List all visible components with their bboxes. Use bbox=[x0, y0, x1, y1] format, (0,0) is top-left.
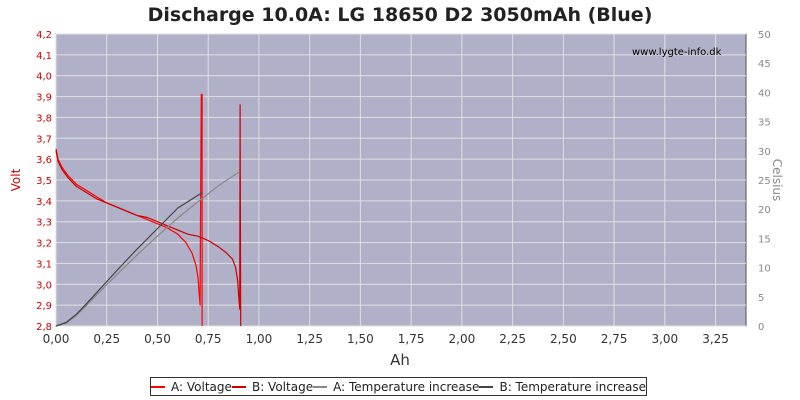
series-a-voltage bbox=[55, 93, 203, 326]
y-tick-label-right: 0 bbox=[758, 322, 764, 333]
chart-title: Discharge 10.0A: LG 18650 D2 3050mAh (Bl… bbox=[147, 4, 653, 26]
y-tick-label-right: 5 bbox=[758, 293, 764, 304]
series-lines bbox=[55, 93, 242, 327]
series-a-temperature bbox=[55, 171, 239, 327]
grid-lines bbox=[55, 33, 746, 327]
legend-label-a-voltage: A: Voltage bbox=[171, 379, 232, 394]
y-ticks-left: 2,8 2,9 3,0 3,1 3,2 3,3 3,4 3,5 3,6 3,7 3,8 3,9 4,0 4… bbox=[36, 30, 52, 333]
y-tick-label-left: 3,1 bbox=[36, 259, 52, 270]
x-tick-label: 0,25 bbox=[93, 332, 120, 346]
x-tick-label: 2,25 bbox=[499, 332, 526, 346]
x-tick-label: 1,75 bbox=[398, 332, 425, 346]
y-tick-label-right: 50 bbox=[758, 30, 771, 41]
legend-label-b-voltage: B: Voltage bbox=[251, 379, 314, 394]
y-tick-label-right: 45 bbox=[758, 59, 771, 70]
y-tick-label-left: 3,7 bbox=[36, 134, 52, 145]
legend-item-b-temp: B: Temperature increase bbox=[479, 380, 646, 394]
y-axis-label-right: Celsius bbox=[770, 158, 784, 202]
y-tick-label-left: 3,3 bbox=[36, 218, 52, 229]
legend-item-a-temp: A: Temperature increase bbox=[313, 380, 479, 394]
y-tick-label-left: 3,8 bbox=[36, 113, 52, 124]
y-tick-label-right: 25 bbox=[758, 176, 771, 187]
legend: A: Voltage B: Voltage A: Temperature inc… bbox=[150, 377, 647, 396]
y-tick-label-left: 3,5 bbox=[36, 176, 52, 187]
y-tick-label-right: 30 bbox=[758, 147, 771, 158]
x-ticks: 0,00 0,25 0,50 0,75 1,00 1,25 1,50 1,75 2,00 2,25… bbox=[43, 332, 729, 346]
series-b-voltage bbox=[55, 104, 242, 327]
x-tick-label: 3,00 bbox=[651, 332, 678, 346]
legend-label-a-temp: A: Temperature increase bbox=[333, 379, 480, 394]
x-tick-label: 2,00 bbox=[449, 332, 476, 346]
y-tick-label-right: 10 bbox=[758, 264, 771, 275]
y-tick-label-left: 3,6 bbox=[36, 155, 52, 166]
x-tick-label: 3,25 bbox=[702, 332, 729, 346]
y-axis-label-left: Volt bbox=[9, 168, 23, 192]
x-tick-label: 0,50 bbox=[144, 332, 171, 346]
x-tick-label: 2,75 bbox=[601, 332, 628, 346]
x-tick-label: 2,50 bbox=[550, 332, 577, 346]
legend-swatch-b-temp bbox=[479, 385, 494, 388]
series-b-temperature bbox=[55, 192, 203, 327]
y-tick-label-right: 40 bbox=[758, 88, 771, 99]
y-tick-label-left: 3,0 bbox=[36, 280, 52, 291]
watermark: www.lygte-info.dk bbox=[632, 47, 722, 58]
y-tick-label-left: 4,0 bbox=[36, 72, 52, 83]
y-tick-label-left: 4,1 bbox=[36, 51, 52, 62]
legend-label-b-temp: B: Temperature increase bbox=[499, 379, 646, 394]
x-tick-label: 0,75 bbox=[195, 332, 222, 346]
legend-item-b-voltage: B: Voltage bbox=[231, 379, 314, 394]
x-tick-label: 1,50 bbox=[347, 332, 374, 346]
y-tick-label-left: 3,4 bbox=[36, 197, 52, 208]
legend-swatch-a-voltage bbox=[151, 385, 166, 388]
x-tick-label: 1,00 bbox=[246, 332, 273, 346]
legend-swatch-a-temp bbox=[313, 385, 328, 388]
y-tick-label-right: 20 bbox=[758, 205, 771, 216]
x-tick-label: 0,00 bbox=[43, 332, 70, 346]
y-tick-label-left: 3,2 bbox=[36, 239, 52, 250]
x-tick-label: 1,25 bbox=[296, 332, 323, 346]
y-tick-label-left: 2,8 bbox=[36, 322, 52, 333]
y-ticks-right: 0 5 10 15 20 25 30 35 40 45 50 bbox=[758, 30, 771, 333]
legend-swatch-b-voltage bbox=[231, 385, 246, 388]
y-tick-label-left: 2,9 bbox=[36, 301, 52, 312]
y-tick-label-right: 35 bbox=[758, 118, 771, 129]
x-axis-label: Ah bbox=[390, 351, 410, 369]
y-tick-label-left: 3,9 bbox=[36, 93, 52, 104]
y-tick-label-right: 15 bbox=[758, 234, 771, 245]
legend-item-a-voltage: A: Voltage bbox=[151, 380, 232, 394]
y-tick-label-left: 4,2 bbox=[36, 30, 52, 41]
